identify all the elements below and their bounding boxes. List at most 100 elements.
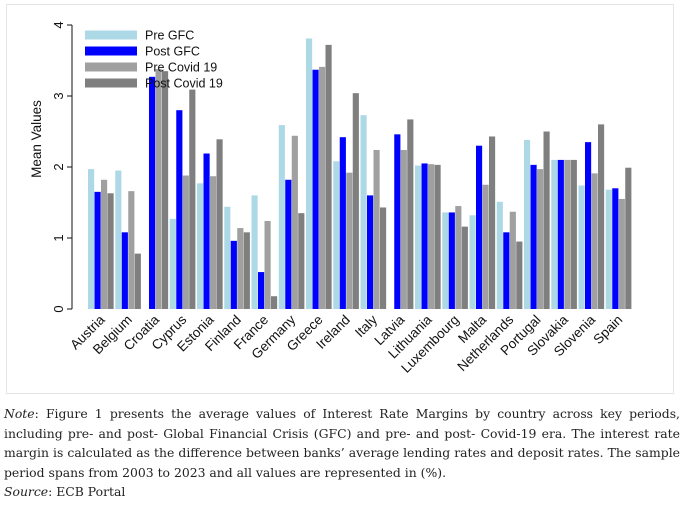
legend-swatch bbox=[85, 46, 137, 56]
source-paragraph: Source: ECB Portal bbox=[4, 482, 680, 502]
bar-germany-pre-covid-19 bbox=[291, 135, 298, 309]
bar-malta-pre-covid-19 bbox=[482, 184, 489, 309]
bar-slovenia-post-gfc bbox=[585, 142, 592, 309]
bar-cyprus-post-covid-19 bbox=[189, 89, 196, 309]
bar-portugal-pre-gfc bbox=[524, 140, 531, 309]
bar-germany-post-covid-19 bbox=[298, 213, 305, 309]
y-axis-title: Mean Values bbox=[29, 100, 44, 178]
bar-greece-post-gfc bbox=[312, 69, 319, 309]
y-tick-label: 2 bbox=[51, 163, 66, 170]
bar-netherlands-post-gfc bbox=[503, 232, 510, 309]
bar-croatia-post-gfc bbox=[149, 76, 156, 309]
bar-germany-post-gfc bbox=[285, 179, 292, 309]
legend-label: Post GFC bbox=[145, 45, 200, 59]
note-paragraph: Note: Figure 1 presents the average valu… bbox=[4, 404, 680, 482]
bar-greece-pre-gfc bbox=[306, 38, 313, 310]
bar-austria-post-covid-19 bbox=[107, 193, 114, 309]
legend-label: Post Covid 19 bbox=[145, 77, 223, 91]
bar-luxembourg-post-covid-19 bbox=[461, 226, 468, 309]
legend-swatch bbox=[85, 62, 137, 72]
bar-ireland-post-gfc bbox=[339, 137, 346, 309]
bar-austria-post-gfc bbox=[94, 191, 101, 309]
bar-malta-post-covid-19 bbox=[489, 136, 496, 309]
bar-france-pre-covid-19 bbox=[264, 220, 271, 309]
bar-estonia-post-covid-19 bbox=[216, 139, 223, 309]
y-tick-label: 0 bbox=[51, 305, 66, 312]
chart-panel: 0 1 2 3 4 Austria Belgium Croatia Cyprus Estonia F… bbox=[6, 4, 674, 394]
bar-luxembourg-pre-covid-19 bbox=[455, 206, 462, 309]
bar-lithuania-pre-covid-19 bbox=[428, 164, 435, 309]
x-tick-label: Spain bbox=[590, 312, 625, 347]
bar-slovenia-pre-gfc bbox=[578, 185, 585, 309]
bar-spain-pre-covid-19 bbox=[618, 198, 625, 309]
bar-lithuania-post-gfc bbox=[421, 163, 428, 309]
legend-label: Pre GFC bbox=[145, 29, 194, 43]
bar-estonia-pre-covid-19 bbox=[210, 176, 217, 309]
bar-ireland-post-covid-19 bbox=[352, 93, 359, 309]
bar-estonia-pre-gfc bbox=[197, 183, 204, 309]
bar-slovenia-post-covid-19 bbox=[598, 124, 605, 310]
bar-cyprus-pre-covid-19 bbox=[182, 175, 189, 309]
bar-lithuania-pre-gfc bbox=[415, 165, 422, 309]
bar-slovakia-post-gfc bbox=[557, 159, 564, 309]
bar-finland-pre-gfc bbox=[224, 206, 231, 309]
y-tick-label: 4 bbox=[51, 21, 66, 28]
bar-greece-post-covid-19 bbox=[325, 44, 332, 309]
bar-netherlands-pre-covid-19 bbox=[509, 211, 516, 309]
bar-latvia-post-gfc bbox=[394, 134, 401, 309]
bar-netherlands-pre-gfc bbox=[496, 201, 503, 309]
bar-finland-post-gfc bbox=[230, 240, 237, 309]
legend-label: Pre Covid 19 bbox=[145, 61, 217, 75]
y-tick-label: 1 bbox=[51, 234, 66, 241]
bar-finland-post-covid-19 bbox=[243, 232, 250, 309]
bar-belgium-pre-gfc bbox=[115, 170, 122, 309]
bar-spain-post-gfc bbox=[612, 188, 619, 309]
bar-portugal-pre-covid-19 bbox=[537, 169, 544, 309]
bar-luxembourg-post-gfc bbox=[448, 212, 455, 309]
bar-ireland-pre-gfc bbox=[333, 161, 340, 309]
legend-swatch bbox=[85, 30, 137, 40]
bar-belgium-post-covid-19 bbox=[134, 253, 141, 309]
bar-italy-post-covid-19 bbox=[380, 207, 387, 309]
bar-italy-pre-gfc bbox=[360, 115, 367, 309]
bar-ireland-pre-covid-19 bbox=[346, 172, 353, 309]
bar-croatia-pre-covid-19 bbox=[155, 69, 162, 310]
bar-greece-pre-covid-19 bbox=[319, 66, 326, 309]
bar-luxembourg-pre-gfc bbox=[442, 212, 449, 309]
bar-austria-pre-covid-19 bbox=[101, 179, 108, 309]
bar-netherlands-post-covid-19 bbox=[516, 241, 523, 309]
bar-latvia-pre-covid-19 bbox=[400, 149, 407, 309]
bar-germany-pre-gfc bbox=[278, 125, 285, 309]
bar-lithuania-post-covid-19 bbox=[434, 164, 441, 309]
note-label: Note bbox=[4, 406, 35, 421]
bar-slovakia-pre-covid-19 bbox=[564, 159, 571, 309]
source-text: : ECB Portal bbox=[48, 484, 126, 500]
source-label: Source bbox=[4, 484, 49, 500]
bar-france-post-gfc bbox=[258, 272, 265, 309]
bar-portugal-post-gfc bbox=[530, 164, 537, 309]
note-text: : Figure 1 presents the average values o… bbox=[4, 406, 680, 480]
bar-slovenia-pre-covid-19 bbox=[591, 173, 598, 309]
bar-france-pre-gfc bbox=[251, 195, 258, 309]
bar-cyprus-pre-gfc bbox=[169, 218, 176, 309]
bar-cyprus-post-gfc bbox=[176, 110, 183, 309]
bar-finland-pre-covid-19 bbox=[237, 228, 244, 309]
bar-portugal-post-covid-19 bbox=[543, 131, 550, 309]
bar-chart: 01234AustriaBelgiumCroatiaCyprusEstoniaF… bbox=[29, 21, 632, 376]
y-tick-label: 3 bbox=[51, 92, 66, 99]
bar-malta-post-gfc bbox=[476, 145, 483, 309]
bar-spain-pre-gfc bbox=[605, 189, 612, 309]
bar-spain-post-covid-19 bbox=[625, 167, 632, 309]
bar-slovakia-post-covid-19 bbox=[570, 159, 577, 309]
bar-croatia-post-covid-19 bbox=[162, 71, 169, 310]
bar-estonia-post-gfc bbox=[203, 153, 210, 309]
bar-belgium-post-gfc bbox=[121, 232, 128, 309]
figure-note: Note: Figure 1 presents the average valu… bbox=[4, 404, 680, 502]
bar-italy-pre-covid-19 bbox=[373, 149, 380, 309]
bar-latvia-post-covid-19 bbox=[407, 119, 414, 310]
bar-malta-pre-gfc bbox=[469, 215, 476, 309]
bar-italy-post-gfc bbox=[367, 195, 374, 309]
bar-slovakia-pre-gfc bbox=[551, 159, 558, 309]
bar-austria-pre-gfc bbox=[88, 169, 95, 309]
legend-swatch bbox=[85, 78, 137, 88]
